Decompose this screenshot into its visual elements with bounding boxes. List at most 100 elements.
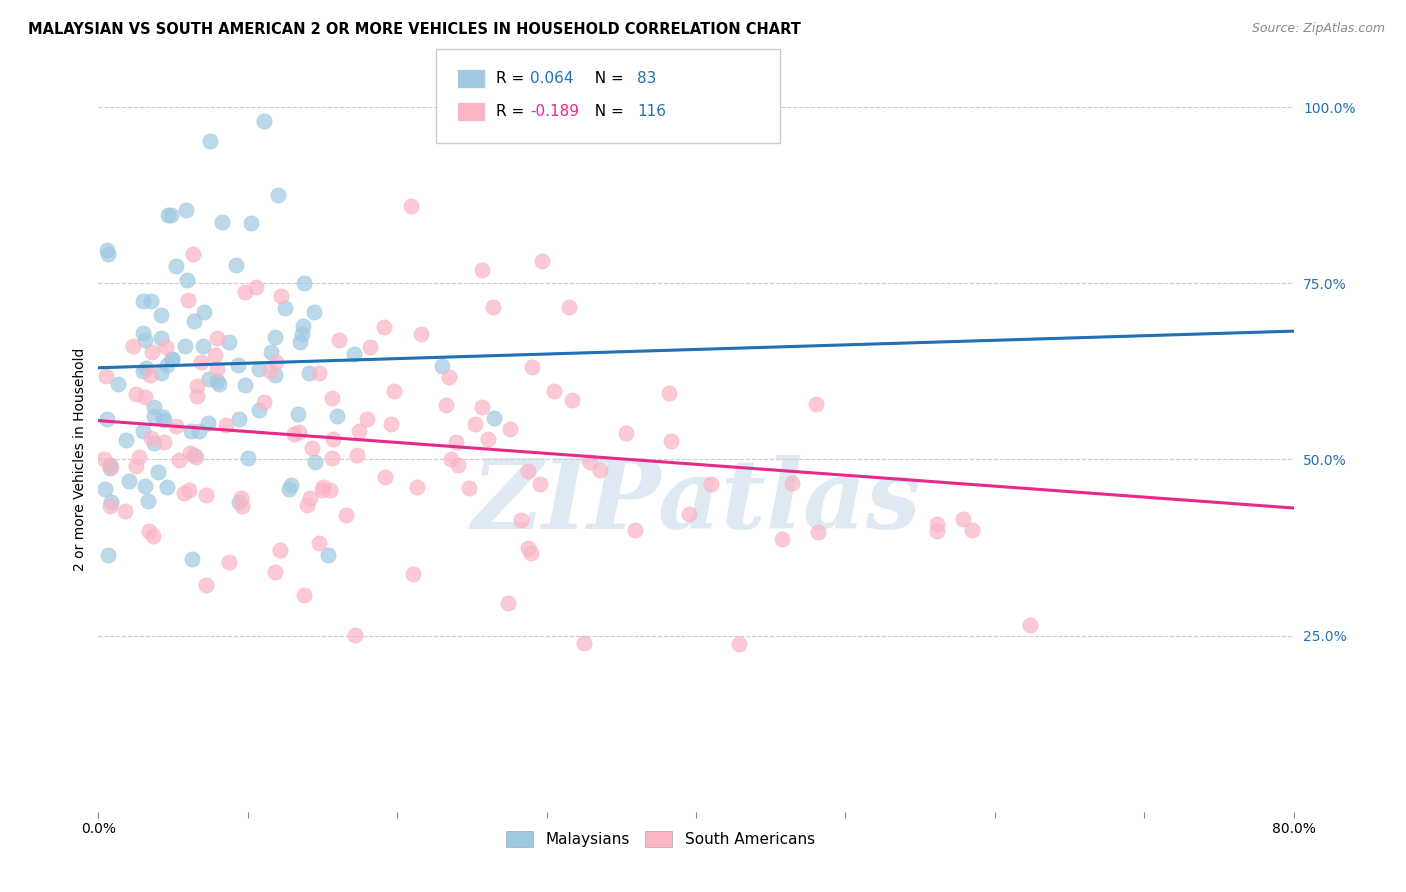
Text: R =: R =	[496, 104, 530, 119]
Point	[132, 293, 155, 308]
Point	[143, 409, 166, 423]
Point	[274, 301, 297, 315]
Text: MALAYSIAN VS SOUTH AMERICAN 2 OR MORE VEHICLES IN HOUSEHOLD CORRELATION CHART: MALAYSIAN VS SOUTH AMERICAN 2 OR MORE VE…	[28, 22, 801, 37]
Point	[700, 476, 723, 491]
Point	[623, 523, 645, 537]
Point	[98, 458, 121, 473]
Point	[335, 508, 357, 522]
Point	[344, 628, 367, 642]
Point	[520, 360, 543, 375]
Point	[231, 491, 253, 505]
Point	[233, 285, 256, 300]
Point	[925, 516, 948, 531]
Point	[326, 409, 349, 423]
Point	[96, 412, 118, 426]
Point	[156, 480, 179, 494]
Point	[658, 386, 681, 401]
Point	[321, 391, 343, 405]
Point	[142, 400, 165, 414]
Point	[153, 435, 176, 450]
Point	[960, 523, 983, 537]
Point	[190, 355, 212, 369]
Point	[98, 461, 121, 475]
Point	[197, 372, 219, 386]
Point	[471, 401, 494, 415]
Y-axis label: 2 or more Vehicles in Household: 2 or more Vehicles in Household	[73, 348, 87, 571]
Point	[181, 552, 204, 566]
Point	[245, 280, 267, 294]
Point	[280, 478, 302, 492]
Point	[253, 394, 276, 409]
Point	[97, 548, 120, 562]
Point	[259, 363, 281, 377]
Point	[141, 293, 163, 308]
Point	[270, 289, 292, 303]
Point	[146, 465, 169, 479]
Point	[519, 546, 541, 560]
Text: ZIPatlas: ZIPatlas	[471, 455, 921, 549]
Point	[181, 247, 204, 261]
Point	[215, 417, 238, 432]
Point	[134, 479, 156, 493]
Point	[194, 578, 217, 592]
Point	[287, 425, 309, 440]
Point	[176, 293, 198, 307]
Point	[156, 208, 179, 222]
Point	[678, 507, 700, 521]
Point	[509, 513, 531, 527]
Point	[411, 327, 433, 342]
Point	[292, 318, 315, 333]
Point	[804, 397, 827, 411]
Point	[807, 524, 830, 539]
Point	[266, 355, 288, 369]
Legend: Malaysians, South Americans: Malaysians, South Americans	[499, 825, 821, 854]
Point	[572, 636, 595, 650]
Point	[94, 483, 117, 497]
Point	[176, 202, 198, 217]
Point	[374, 470, 396, 484]
Point	[440, 452, 463, 467]
Point	[482, 300, 505, 314]
Point	[156, 358, 179, 372]
Point	[195, 488, 218, 502]
Point	[98, 500, 121, 514]
Point	[100, 459, 122, 474]
Point	[589, 463, 612, 477]
Point	[402, 567, 425, 582]
Point	[659, 434, 682, 448]
Point	[173, 486, 195, 500]
Point	[125, 386, 148, 401]
Point	[499, 422, 522, 436]
Point	[531, 254, 554, 268]
Point	[439, 369, 461, 384]
Point	[321, 451, 343, 466]
Point	[228, 411, 250, 425]
Point	[770, 532, 793, 546]
Point	[198, 134, 221, 148]
Point	[301, 441, 323, 455]
Point	[128, 450, 150, 465]
Point	[444, 435, 467, 450]
Point	[434, 398, 457, 412]
Point	[347, 424, 370, 438]
Point	[1019, 618, 1042, 632]
Point	[458, 481, 481, 495]
Point	[97, 246, 120, 260]
Point	[118, 474, 141, 488]
Point	[356, 412, 378, 426]
Point	[183, 448, 205, 462]
Point	[579, 455, 602, 469]
Point	[100, 494, 122, 508]
Point	[292, 276, 315, 290]
Point	[558, 300, 581, 314]
Point	[211, 215, 233, 229]
Point	[160, 208, 183, 222]
Point	[193, 304, 215, 318]
Point	[302, 304, 325, 318]
Point	[93, 451, 115, 466]
Point	[225, 258, 247, 272]
Point	[496, 596, 519, 610]
Text: N =: N =	[585, 104, 628, 119]
Point	[382, 384, 405, 399]
Point	[228, 495, 250, 509]
